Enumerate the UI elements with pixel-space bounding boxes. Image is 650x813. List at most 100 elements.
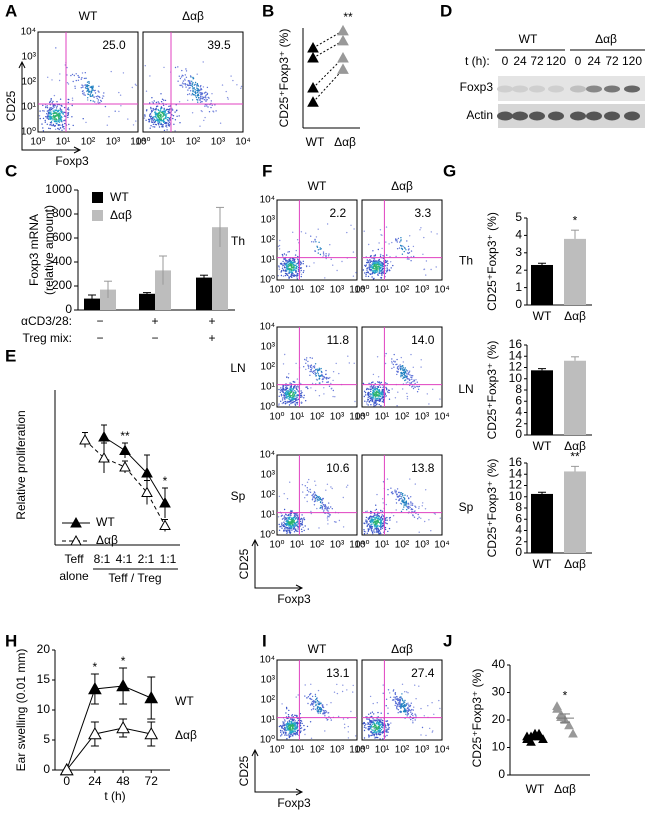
dot [149,102,151,104]
dot [167,110,169,113]
axis-title: Relative proliferation [14,410,28,519]
dot [374,727,376,730]
dot [280,735,282,737]
dot [423,268,425,271]
dot [211,93,213,95]
dot [66,112,69,114]
dot [430,231,432,233]
point [307,41,319,53]
group-label: WT [519,32,538,46]
dot [320,375,323,377]
dot [186,83,188,86]
dot [278,388,280,391]
dot [313,699,315,702]
dot [362,269,365,271]
dot [293,394,296,396]
series-label: WT [175,694,194,708]
dot [381,395,383,397]
dot [152,123,155,126]
dot [382,393,385,395]
dot [50,118,52,120]
dot [367,388,369,390]
quadrant-percent: 13.1 [326,666,350,680]
dot [97,99,100,101]
dot [300,264,302,266]
dot [288,736,291,739]
dot [292,396,294,398]
dot [315,378,318,381]
point [79,433,91,445]
dot [400,697,403,699]
dot [281,524,283,527]
dot [378,399,380,401]
y-tick-label: 30 [492,685,506,699]
dot [285,723,287,725]
dot [187,80,190,82]
dot [325,378,328,380]
axis-arrow [21,62,80,151]
dot [381,525,383,527]
dot [310,370,312,372]
y-tick-label: 10 [509,489,523,503]
dot [365,401,368,403]
dot [403,701,405,703]
dot [85,77,87,80]
dot [385,698,388,700]
dot [391,358,393,360]
dot [278,404,280,406]
x-tick-label: 10² [310,540,325,551]
panel-label: A [5,1,17,20]
dot [206,105,208,107]
dot [185,76,188,79]
dot [178,115,180,117]
x-tick-label: 10⁴ [130,137,145,148]
dot [352,251,355,253]
dot [385,386,387,389]
dot [381,271,383,274]
dot [414,382,416,385]
dot [288,398,290,401]
dot [75,79,78,82]
dot [63,106,66,109]
quadrant-percent: 2.2 [329,206,346,220]
dot [309,357,311,359]
dot [306,357,308,359]
dot [377,521,380,523]
dot [314,480,316,482]
dot [414,386,416,388]
dot [49,127,51,130]
dot [159,110,161,112]
dot [312,708,314,710]
dot [391,388,393,390]
dot [386,260,389,262]
dot [377,381,379,383]
dot [380,270,383,272]
dot [55,112,57,114]
dot [294,403,296,405]
dot [372,381,374,383]
dot [378,242,380,244]
dot [185,86,187,88]
dot [375,517,377,519]
dot [374,391,376,394]
dot [336,269,338,272]
dot [371,732,373,734]
dot [378,533,380,535]
dot [287,520,289,522]
dot [376,530,378,532]
dot [160,122,162,125]
dot [319,369,321,371]
dot [312,496,314,498]
dot [304,497,306,499]
dot [379,399,382,401]
dot [382,738,384,740]
x-tick-label: WT [533,439,552,453]
dot [300,524,302,526]
dot [294,395,296,397]
dot [409,379,411,381]
dot [381,392,383,394]
dot [400,710,402,712]
arrow-head [295,584,304,592]
dot [371,726,373,729]
dot [195,92,197,95]
